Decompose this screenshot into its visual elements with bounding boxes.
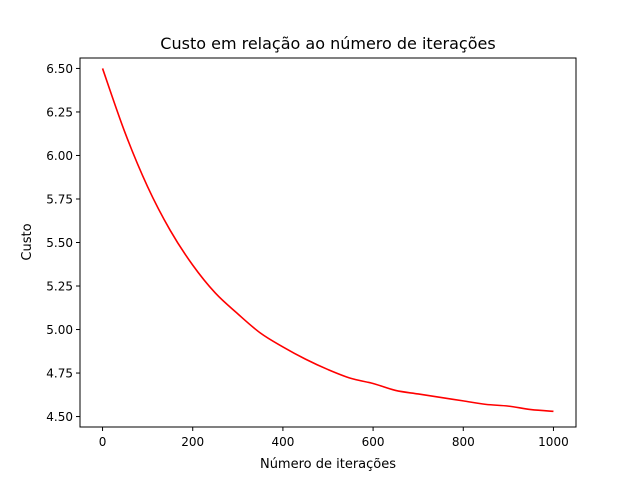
y-tick-label: 5.25: [46, 280, 73, 294]
y-axis-ticks: 4.50 4.75 5.00 5.25 5.50 5.75 6.00 6.25 6.50: [46, 62, 80, 424]
y-tick-label: 6.00: [46, 149, 73, 163]
y-tick-label: 5.50: [46, 236, 73, 250]
plot-frame: [79, 57, 577, 428]
chart-title: Custo em relação ao número de iterações: [160, 34, 495, 53]
x-tick-label: 200: [181, 435, 204, 449]
y-tick-label: 5.75: [46, 192, 73, 206]
y-axis-label: Custo: [20, 223, 35, 260]
y-tick-label: 4.50: [46, 410, 73, 424]
x-axis-ticks: 0 200 400 600 800 1000: [99, 427, 569, 449]
y-tick-label: 5.00: [46, 323, 73, 337]
y-tick-label: 6.50: [46, 62, 73, 76]
y-tick-label: 6.25: [46, 105, 73, 119]
x-tick-label: 1000: [538, 435, 569, 449]
y-tick-label: 4.75: [46, 367, 73, 381]
cost-series-line: [101, 68, 554, 413]
x-axis-label: Número de iterações: [260, 457, 396, 472]
x-tick-label: 0: [99, 435, 107, 449]
x-tick-label: 400: [271, 435, 294, 449]
x-tick-label: 600: [362, 435, 385, 449]
x-tick-label: 800: [452, 435, 475, 449]
